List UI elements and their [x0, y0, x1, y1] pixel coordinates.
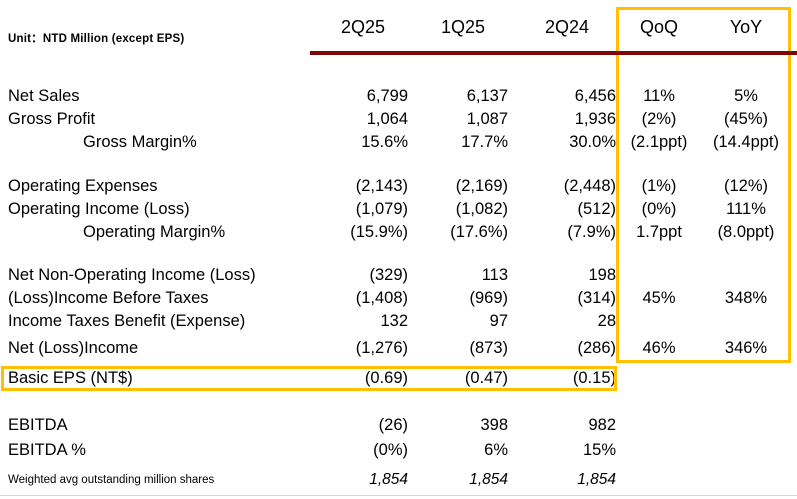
- table-body: Net Sales 6,799 6,137 6,456 11% 5% Gross Profi…: [0, 85, 797, 492]
- cell-yoy: 346%: [724, 339, 768, 357]
- eps-highlight-box: [1, 366, 617, 391]
- table-row: Gross Profit 1,064 1,087 1,936 (2%) (45%): [0, 108, 797, 131]
- row-label: EBITDA %: [8, 441, 86, 459]
- cell-yoy: (8.0ppt): [717, 223, 775, 241]
- cell-1q25: 1,087: [466, 110, 508, 128]
- cell-qoq: 46%: [642, 339, 676, 357]
- cell-2q24: 1,936: [574, 110, 616, 128]
- row-label: Income Taxes Benefit (Expense): [8, 312, 246, 330]
- cell-1q25: 6%: [484, 441, 508, 459]
- table-row: EBITDA % (0%) 6% 15%: [0, 439, 797, 462]
- cell-yoy: 348%: [724, 289, 768, 307]
- table-row: Gross Margin% 15.6% 17.7% 30.0% (2.1ppt) (14.…: [0, 131, 797, 154]
- cell-2q24: (7.9%): [567, 223, 616, 241]
- cell-2q24: 198: [588, 266, 616, 284]
- cell-2q24: (286): [577, 339, 616, 357]
- cell-2q25: (15.9%): [350, 223, 408, 241]
- cell-2q24: (0.15): [572, 369, 616, 387]
- cell-1q25: 97: [489, 312, 508, 330]
- cell-2q24: 1,854: [577, 471, 616, 488]
- cell-qoq: (1%): [641, 177, 677, 195]
- cell-qoq: (0%): [641, 200, 677, 218]
- row-label: Basic EPS (NT$): [8, 369, 133, 387]
- column-header-2q24: 2Q24: [544, 17, 590, 37]
- table-row: EBITDA (26) 398 982: [0, 414, 797, 437]
- bottom-divider: [0, 495, 797, 496]
- cell-qoq: (2.1ppt): [630, 133, 688, 151]
- unit-label: Unit：NTD Million (except EPS): [8, 33, 185, 45]
- column-header-qoq: QoQ: [639, 17, 678, 37]
- row-label: Operating Expenses: [8, 177, 158, 195]
- row-label: Net (Loss)Income: [8, 339, 139, 357]
- cell-2q24: (512): [577, 200, 616, 218]
- row-label: Gross Margin%: [83, 133, 197, 151]
- table-row: Net (Loss)Income (1,276) (873) (286) 46% 346%: [0, 337, 797, 360]
- cell-2q25: (2,143): [355, 177, 408, 195]
- cell-2q25: (1,408): [355, 289, 408, 307]
- table-row: Net Sales 6,799 6,137 6,456 11% 5%: [0, 85, 797, 108]
- table-row: (Loss)Income Before Taxes (1,408) (969) (31…: [0, 287, 797, 310]
- cell-yoy: 111%: [726, 200, 766, 218]
- table-row: Operating Margin% (15.9%) (17.6%) (7.9%) 1.7…: [0, 221, 797, 244]
- cell-1q25: (873): [469, 339, 508, 357]
- table-row: Weighted avg outstanding million shares 1…: [0, 468, 797, 492]
- cell-2q24: 30.0%: [569, 133, 616, 151]
- row-label: Gross Profit: [8, 110, 96, 128]
- column-header-2q25: 2Q25: [340, 17, 386, 37]
- cell-2q25: (1,276): [355, 339, 408, 357]
- cell-1q25: (0.47): [464, 369, 508, 387]
- cell-2q24: 6,456: [574, 87, 616, 105]
- cell-yoy: (12%): [723, 177, 768, 195]
- cell-2q25: 1,854: [369, 471, 408, 488]
- cell-qoq: 1.7ppt: [636, 223, 682, 241]
- cell-2q25: (0%): [373, 441, 408, 459]
- cell-yoy: (45%): [723, 110, 768, 128]
- row-label: EBITDA: [8, 416, 68, 434]
- table-row-highlighted: Basic EPS (NT$) (0.69) (0.47) (0.15): [0, 367, 797, 390]
- cell-2q24: (314): [577, 289, 616, 307]
- cell-2q25: (0.69): [364, 369, 408, 387]
- cell-yoy: 5%: [734, 87, 758, 105]
- cell-2q25: (329): [369, 266, 408, 284]
- table-row: Income Taxes Benefit (Expense) 132 97 28: [0, 310, 797, 333]
- cell-1q25: (969): [469, 289, 508, 307]
- cell-1q25: 398: [480, 416, 508, 434]
- cell-1q25: (1,082): [455, 200, 508, 218]
- row-label: Net Non-Operating Income (Loss): [8, 266, 256, 284]
- column-header-yoy: YoY: [729, 17, 763, 37]
- cell-2q25: 132: [380, 312, 408, 330]
- row-label: Operating Income (Loss): [8, 200, 190, 218]
- cell-1q25: 17.7%: [461, 133, 508, 151]
- row-label: (Loss)Income Before Taxes: [8, 289, 209, 307]
- cell-1q25: (17.6%): [450, 223, 508, 241]
- cell-1q25: (2,169): [455, 177, 508, 195]
- cell-2q25: 1,064: [366, 110, 408, 128]
- cell-1q25: 1,854: [469, 471, 508, 488]
- cell-qoq: 11%: [643, 87, 675, 105]
- cell-2q25: (26): [378, 416, 408, 434]
- table-row: Operating Expenses (2,143) (2,169) (2,448) (…: [0, 175, 797, 198]
- cell-qoq: (2%): [641, 110, 677, 128]
- cell-2q24: (2,448): [563, 177, 616, 195]
- cell-yoy: (14.4ppt): [712, 133, 780, 151]
- qoq-yoy-highlight-box: [616, 7, 791, 363]
- cell-1q25: 113: [481, 266, 508, 284]
- cell-2q24: 982: [588, 416, 616, 434]
- cell-2q25: (1,079): [355, 200, 408, 218]
- cell-2q25: 15.6%: [361, 133, 408, 151]
- table-row: Net Non-Operating Income (Loss) (329) 113 1…: [0, 264, 797, 287]
- row-label: Weighted avg outstanding million shares: [8, 474, 215, 486]
- table-row: Operating Income (Loss) (1,079) (1,082) (51…: [0, 198, 797, 221]
- cell-2q24: 15%: [582, 441, 616, 459]
- cell-2q24: 28: [597, 312, 616, 330]
- cell-qoq: 45%: [642, 289, 676, 307]
- row-label: Operating Margin%: [83, 223, 226, 241]
- cell-1q25: 6,137: [466, 87, 508, 105]
- row-label: Net Sales: [8, 87, 80, 105]
- column-headers: 2Q25 1Q25 2Q24 QoQ YoY: [0, 17, 797, 41]
- cell-2q25: 6,799: [366, 87, 408, 105]
- column-header-1q25: 1Q25: [440, 17, 486, 37]
- header-underline: [310, 51, 797, 55]
